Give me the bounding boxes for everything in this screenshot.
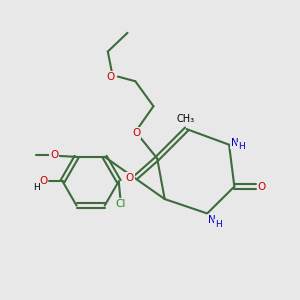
Text: O: O <box>39 176 47 186</box>
Text: H: H <box>33 183 40 192</box>
Text: N: N <box>208 215 215 225</box>
Text: O: O <box>132 128 140 138</box>
Text: CH₃: CH₃ <box>177 114 195 124</box>
Text: O: O <box>126 173 134 183</box>
Text: H: H <box>238 142 245 152</box>
Text: H: H <box>215 220 222 229</box>
Text: O: O <box>258 182 266 192</box>
Text: O: O <box>50 150 58 160</box>
Text: N: N <box>231 138 239 148</box>
Text: O: O <box>107 72 115 82</box>
Text: Cl: Cl <box>116 199 126 209</box>
